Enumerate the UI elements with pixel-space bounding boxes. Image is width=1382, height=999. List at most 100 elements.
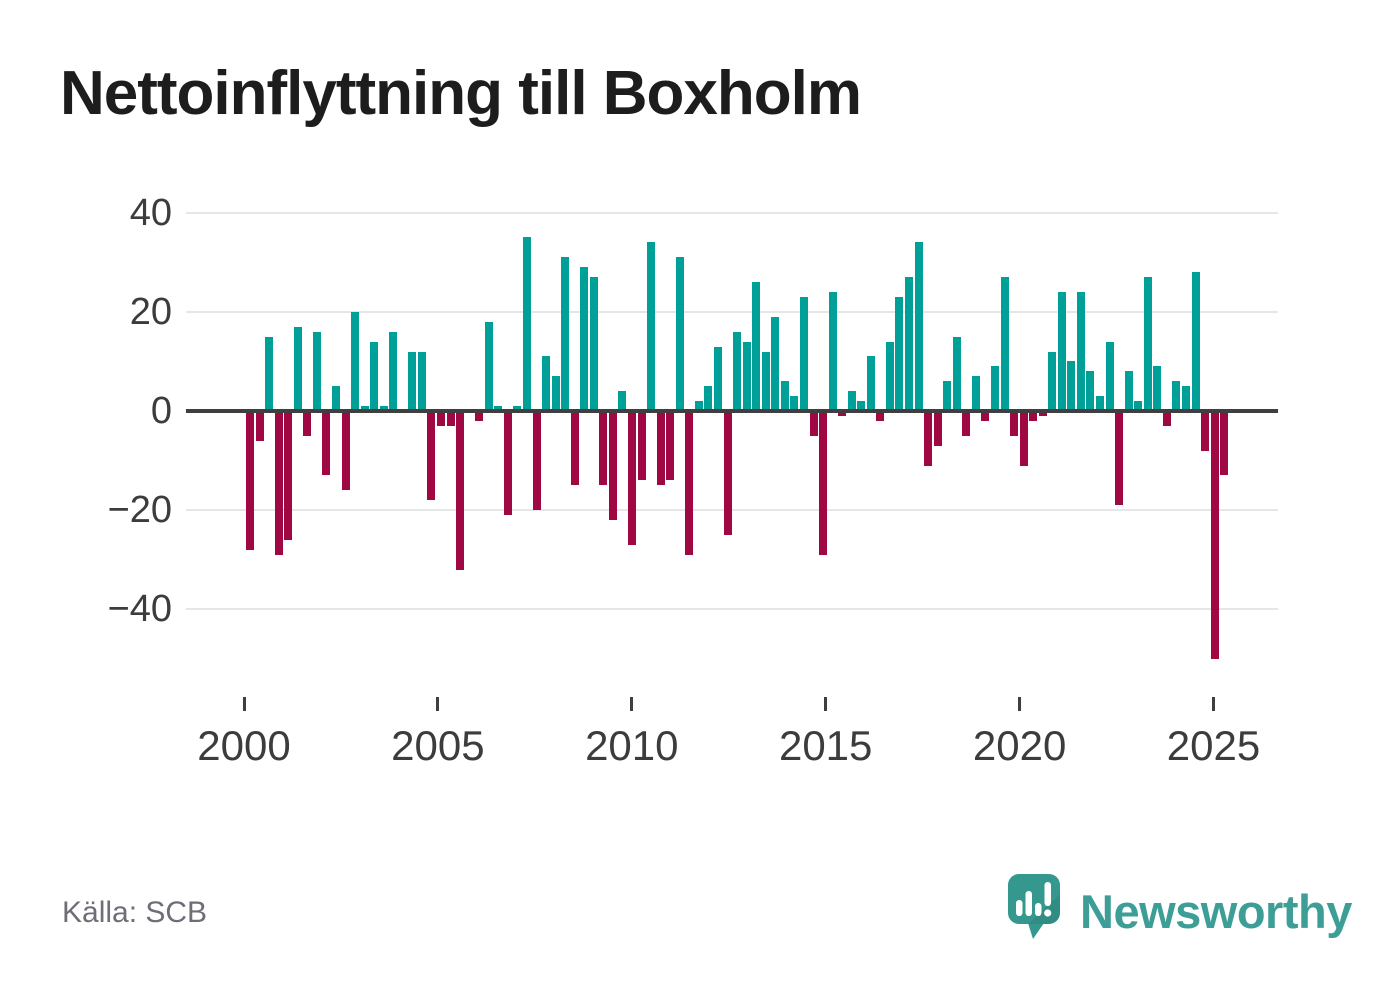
bar-2019-q3 — [990, 366, 999, 411]
gridline-y--20 — [186, 509, 1278, 512]
bar-2016-q4 — [885, 341, 894, 411]
brand-wordmark: Newsworthy — [1080, 885, 1352, 938]
bar-2022-q2 — [1096, 396, 1105, 411]
x-axis-tick — [1018, 697, 1022, 711]
bar-2006-q2 — [484, 321, 493, 411]
bar-2018-q2 — [943, 381, 952, 411]
chart-bar-glyph — [1025, 891, 1032, 916]
bar-2003-q3 — [379, 406, 388, 411]
bar-2006-q1 — [475, 411, 484, 421]
bar-2017-q2 — [905, 277, 914, 411]
brand-logo: Newsworthy — [1006, 872, 1352, 942]
bar-2002-q1 — [322, 411, 331, 476]
gridline-y-20 — [186, 310, 1278, 313]
bar-2014-q4 — [809, 411, 818, 436]
x-axis-label: 2020 — [972, 722, 1067, 769]
bar-2007-q4 — [542, 356, 551, 411]
bar-2008-q4 — [580, 267, 589, 411]
bar-2011-q2 — [675, 257, 684, 411]
source-label: Källa: SCB — [62, 896, 208, 929]
bar-2021-q3 — [1067, 361, 1076, 411]
bar-2003-q1 — [360, 406, 369, 411]
chart-bar-glyph — [1016, 900, 1023, 916]
bar-2007-q1 — [513, 406, 522, 411]
x-axis-tick — [824, 697, 828, 711]
newsworthy-speech-bubble-icon — [1008, 874, 1060, 939]
bar-2010-q1 — [628, 411, 637, 545]
bar-2016-q1 — [857, 401, 866, 411]
bar-2020-q2 — [1019, 411, 1028, 466]
bar-2003-q4 — [389, 331, 398, 411]
bar-2014-q2 — [790, 396, 799, 411]
bar-2000-q3 — [265, 336, 274, 411]
bar-2022-q4 — [1115, 411, 1124, 506]
bar-2011-q3 — [685, 411, 694, 555]
bar-2024-q3 — [1181, 386, 1190, 411]
gridline-y-40 — [186, 211, 1278, 214]
bar-2016-q3 — [876, 411, 885, 421]
bar-2011-q4 — [694, 401, 703, 411]
bar-2010-q4 — [656, 411, 665, 486]
bar-2025-q2 — [1210, 411, 1219, 659]
bar-2025-q1 — [1201, 411, 1210, 451]
bar-2016-q2 — [866, 356, 875, 411]
bar-2014-q3 — [799, 296, 808, 411]
bar-2015-q2 — [828, 292, 837, 411]
bar-2001-q1 — [284, 411, 293, 540]
bar-2010-q2 — [637, 411, 646, 481]
bar-2023-q4 — [1153, 366, 1162, 411]
chart-bar-glyph — [1035, 903, 1042, 916]
bar-2004-q2 — [408, 351, 417, 411]
bar-2000-q1 — [246, 411, 254, 550]
bar-2023-q3 — [1143, 277, 1152, 411]
bar-2018-q3 — [952, 336, 961, 411]
y-axis-label: 20 — [129, 290, 172, 333]
bar-2021-q1 — [1048, 351, 1057, 411]
bar-2015-q3 — [838, 411, 847, 416]
bar-2002-q3 — [341, 411, 350, 491]
y-axis-label: −20 — [107, 489, 172, 532]
x-axis-label: 2025 — [1166, 722, 1261, 769]
bar-2021-q2 — [1057, 292, 1066, 411]
x-axis-tick — [1212, 697, 1215, 711]
bar-2015-q1 — [819, 411, 828, 555]
x-axis-tick — [436, 697, 440, 711]
bar-2023-q2 — [1134, 401, 1143, 411]
x-axis-label: 2015 — [778, 722, 873, 769]
bar-2008-q3 — [570, 411, 579, 486]
bar-2024-q1 — [1162, 411, 1171, 426]
bar-2018-q4 — [962, 411, 971, 436]
bar-2022-q3 — [1105, 341, 1114, 411]
bar-2013-q1 — [742, 341, 751, 411]
bar-2019-q4 — [1000, 277, 1009, 411]
y-axis-label: 0 — [150, 390, 172, 432]
bar-2004-q3 — [417, 351, 426, 411]
x-axis-label: 2005 — [391, 722, 485, 769]
bar-2025-q3 — [1220, 411, 1229, 476]
bar-2000-q2 — [255, 411, 264, 441]
bar-2012-q2 — [713, 346, 722, 411]
bar-2017-q1 — [895, 296, 904, 411]
bar-2010-q3 — [647, 242, 656, 411]
bar-2002-q2 — [331, 386, 340, 411]
bar-2013-q4 — [771, 316, 780, 411]
bubble-shade — [1028, 894, 1060, 924]
bar-2000-q4 — [274, 411, 283, 555]
bar-2019-q2 — [981, 411, 990, 421]
bar-2005-q3 — [456, 411, 465, 570]
bar-2009-q4 — [618, 391, 627, 411]
bar-2007-q3 — [532, 411, 541, 511]
bar-2006-q4 — [503, 411, 512, 516]
y-axis-label: −40 — [107, 588, 172, 631]
bar-2017-q4 — [924, 411, 933, 466]
bar-2013-q3 — [761, 351, 770, 411]
bar-2008-q1 — [551, 376, 560, 411]
bar-2022-q1 — [1086, 371, 1095, 411]
bar-2009-q1 — [589, 277, 598, 411]
bar-2014-q1 — [780, 381, 789, 411]
bar-2024-q2 — [1172, 381, 1181, 411]
bar-2005-q2 — [446, 411, 455, 426]
x-axis-tick — [630, 697, 634, 711]
bar-2023-q1 — [1124, 371, 1133, 411]
bar-2008-q2 — [561, 257, 570, 411]
